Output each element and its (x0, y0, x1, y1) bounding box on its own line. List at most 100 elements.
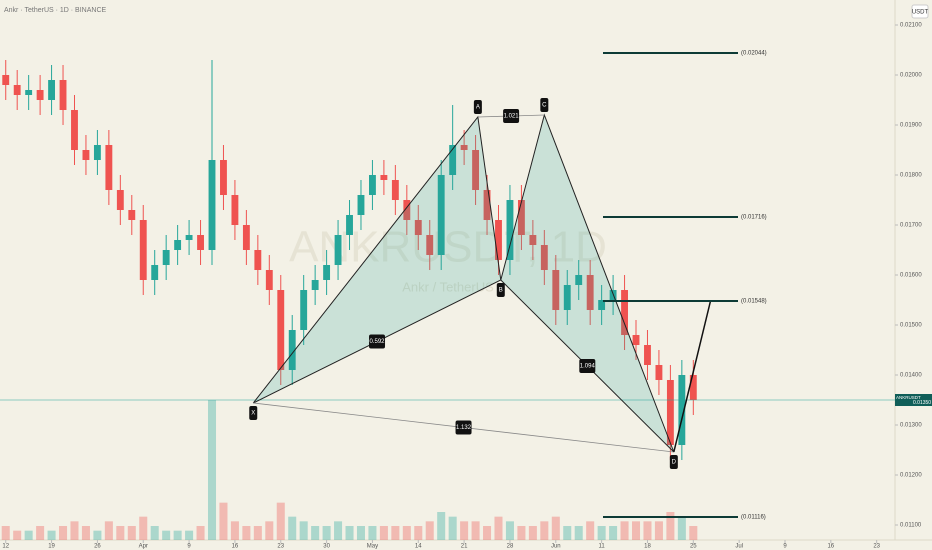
ratio-label: 1.132 (456, 425, 472, 431)
candle-body (174, 240, 182, 250)
volume-bar (356, 526, 365, 540)
currency[interactable]: USDT (912, 10, 929, 16)
candle-body (59, 80, 67, 110)
level-label: (0.02044) (741, 51, 767, 57)
x-tick-label: 25 (690, 544, 697, 550)
pattern-point-label: C (542, 103, 547, 109)
ratio-box (369, 334, 386, 349)
volume-bar (59, 526, 68, 540)
y-tick-label: 0.01600 (900, 273, 922, 279)
watermark-sub: Ankr / TetherUS (402, 279, 494, 294)
candle-body (483, 190, 491, 220)
volume-bar (471, 521, 480, 540)
x-tick-label: 16 (827, 544, 834, 550)
candle-body (689, 375, 697, 400)
candle-body (105, 145, 113, 190)
candle-body (540, 245, 548, 270)
volume-bar (93, 530, 102, 540)
candle-body (242, 225, 250, 250)
volume-bar (437, 512, 446, 540)
volume-bar (334, 521, 343, 540)
volume-bar (139, 516, 148, 540)
pattern-point (473, 100, 482, 114)
x-tick-label: 11 (599, 544, 606, 550)
y-tick-label: 0.01500 (900, 323, 922, 329)
candle-body (323, 265, 331, 280)
volume-bar (505, 521, 514, 540)
candle-body (644, 345, 651, 365)
x-tick-label: 12 (2, 544, 9, 550)
volume-bar (460, 521, 469, 540)
x-tick-label: 16 (232, 544, 239, 550)
volume-bar (13, 530, 22, 540)
candle-body (334, 235, 342, 265)
ratio-label: 1.021 (504, 114, 520, 120)
candle-body (460, 145, 468, 150)
ratio-box (455, 420, 472, 435)
candle-body (678, 375, 686, 445)
candle-body (13, 85, 21, 95)
volume-bar (574, 526, 583, 540)
candle-body (380, 175, 388, 180)
y-tick-label: 0.01900 (900, 123, 922, 129)
projection-line (673, 300, 712, 453)
candle-body (575, 275, 583, 285)
candle-body (151, 265, 159, 280)
x-tick-label: 28 (507, 544, 514, 550)
candle-body (357, 195, 365, 215)
candle-body (208, 160, 216, 250)
volume-bar (448, 516, 457, 540)
candle-body (426, 235, 434, 255)
y-tick-label: 0.01100 (900, 523, 922, 529)
volume-bar (391, 526, 400, 540)
volume-bar (345, 526, 354, 540)
candle-body (552, 270, 560, 310)
volume-bar (253, 526, 262, 540)
volume-bar (563, 526, 572, 540)
volume-bar (1, 526, 10, 540)
volume-bar (81, 526, 90, 540)
x-tick-label: 19 (48, 544, 55, 550)
pattern-point-label: B (499, 288, 503, 294)
currency-box[interactable] (911, 4, 929, 19)
candle-body (449, 145, 457, 175)
volume-bar (311, 526, 320, 540)
y-tick-label: 0.01800 (900, 173, 922, 179)
watermark: ANKRUSDT, 1D (289, 223, 607, 272)
candle-body (300, 290, 308, 330)
volume-bar (586, 521, 595, 540)
volume-bar (104, 521, 113, 540)
volume-bar (528, 526, 537, 540)
volume-bar (597, 526, 606, 540)
pattern-point (496, 283, 505, 297)
x-tick-label: 30 (323, 544, 330, 550)
candle-body (265, 270, 273, 290)
x-tick-label: 9 (187, 544, 191, 550)
candle-body (414, 220, 422, 235)
y-tick-label: 0.01400 (900, 373, 922, 379)
pattern-point-label: X (251, 411, 255, 417)
candle-body (139, 220, 147, 280)
x-tick-label: Jul (735, 544, 743, 550)
candle-body (277, 290, 285, 370)
volume-bar (36, 526, 45, 540)
volume-bar (47, 530, 56, 540)
pattern-point (249, 406, 258, 420)
candle-body (655, 365, 663, 380)
candle-body (82, 150, 90, 160)
candle-body (25, 90, 33, 95)
volume-bar (620, 521, 629, 540)
candle-body (632, 335, 640, 345)
candle-body (495, 220, 502, 260)
x-tick-label: 14 (415, 544, 422, 550)
volume-bar (127, 526, 136, 540)
x-tick-label: 9 (783, 544, 787, 550)
candle-body (231, 195, 239, 225)
volume-bar (677, 516, 686, 540)
level-label: (0.01548) (741, 299, 767, 305)
x-tick-label: 21 (461, 544, 468, 550)
volume-bar (483, 526, 492, 540)
volume-bar (414, 526, 423, 540)
last-price-label: 0.01350 (913, 400, 931, 406)
volume-bar (654, 521, 663, 540)
